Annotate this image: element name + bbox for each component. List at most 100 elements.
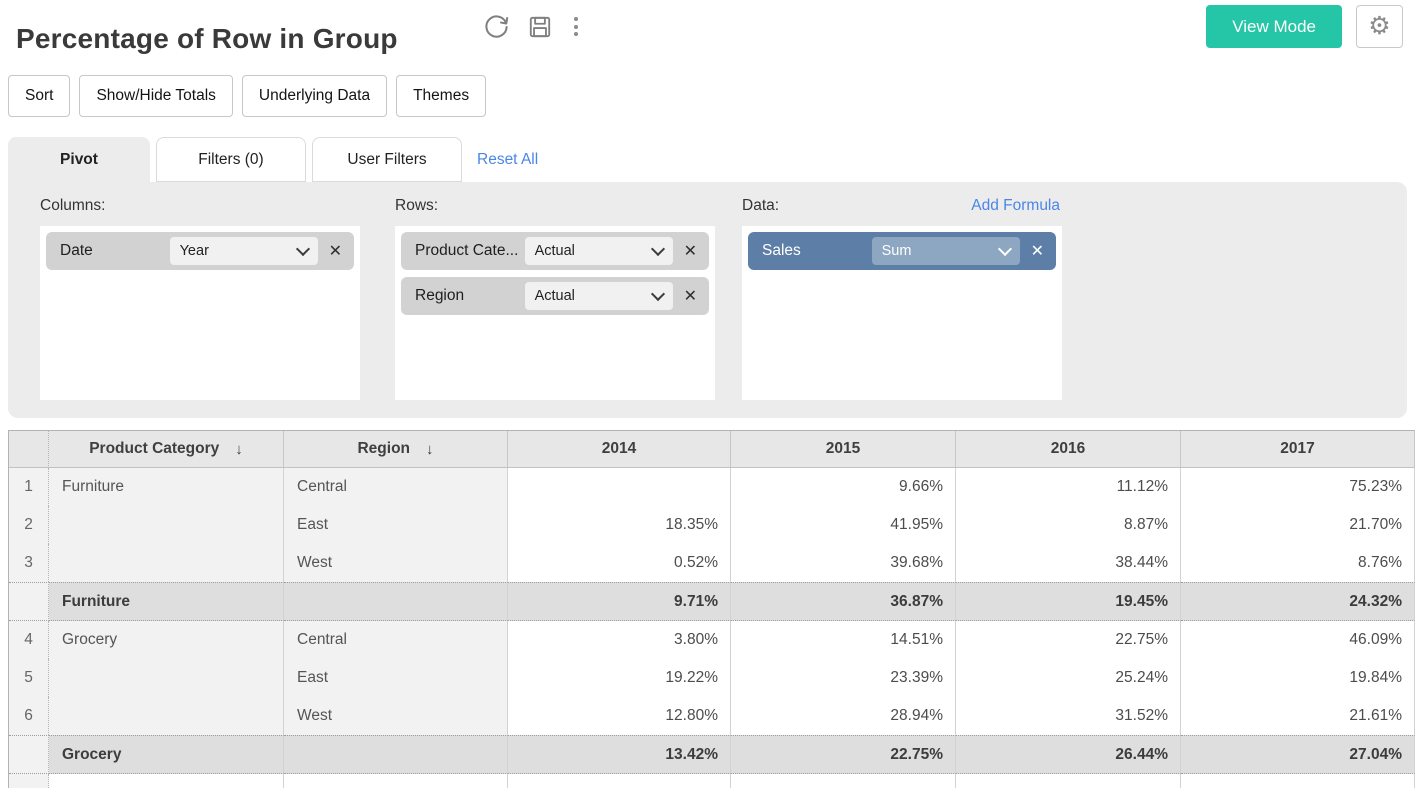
value-cell[interactable]: 46.09% — [1181, 621, 1415, 659]
value-cell[interactable]: 31.52% — [956, 697, 1181, 735]
aggregation-dropdown[interactable]: Actual — [524, 282, 673, 310]
value-cell[interactable]: 36.87% — [731, 582, 956, 621]
column-header-product-category[interactable]: Product Category ↓ — [49, 431, 284, 468]
columns-wellbox[interactable]: Date Year ✕ — [40, 226, 360, 400]
value-cell[interactable]: 21.61% — [1181, 697, 1415, 735]
toolbar-button-show-hide-totals[interactable]: Show/Hide Totals — [79, 75, 233, 117]
value-cell[interactable]: 27.04% — [1181, 735, 1415, 774]
value-cell[interactable]: 13.42% — [508, 735, 731, 774]
tab-filters-0-[interactable]: Filters (0) — [156, 137, 306, 182]
aggregation-value: Actual — [534, 288, 575, 304]
region-cell[interactable]: West — [284, 697, 508, 735]
field-pill-sales[interactable]: Sales Sum ✕ — [748, 232, 1056, 270]
add-formula-link[interactable]: Add Formula — [971, 197, 1060, 214]
pivot-table: Product Category ↓ Region ↓ 2014 2015 2016 2017… — [8, 430, 1415, 788]
sort-descending-icon[interactable]: ↓ — [426, 440, 434, 458]
value-cell[interactable]: 26.44% — [956, 735, 1181, 774]
value-cell[interactable]: 8.87% — [956, 506, 1181, 544]
field-pill-product-cate-[interactable]: Product Cate... Actual ✕ — [401, 232, 709, 270]
category-cell[interactable] — [49, 506, 284, 544]
reset-all-link[interactable]: Reset All — [477, 150, 539, 168]
column-header-2017[interactable]: 2017 — [1181, 431, 1415, 468]
aggregation-dropdown[interactable]: Actual — [524, 237, 673, 265]
value-cell[interactable]: 21.70% — [1181, 506, 1415, 544]
field-pill-date[interactable]: Date Year ✕ — [46, 232, 354, 270]
tab-user-filters[interactable]: User Filters — [312, 137, 462, 182]
chevron-down-icon — [650, 241, 665, 257]
column-header-2015[interactable]: 2015 — [731, 431, 956, 468]
region-cell[interactable]: Central — [284, 468, 508, 506]
field-name: Region — [415, 287, 465, 304]
field-pill-region[interactable]: Region Actual ✕ — [401, 277, 709, 315]
toolbar-button-underlying-data[interactable]: Underlying Data — [241, 75, 388, 117]
column-header-2016[interactable]: 2016 — [956, 431, 1181, 468]
sort-descending-icon[interactable]: ↓ — [235, 440, 243, 458]
column-header-label: Region — [357, 440, 411, 457]
category-cell[interactable] — [49, 659, 284, 697]
value-cell[interactable]: 14.51% — [731, 621, 956, 659]
value-cell[interactable]: 39.68% — [731, 544, 956, 582]
category-cell[interactable] — [49, 697, 284, 735]
close-icon[interactable]: ✕ — [1030, 243, 1044, 260]
column-header-label: Product Category — [89, 440, 220, 457]
value-cell[interactable]: 24.32% — [1181, 582, 1415, 621]
close-icon[interactable]: ✕ — [328, 243, 342, 260]
region-cell[interactable]: East — [284, 506, 508, 544]
value-cell[interactable]: 9.71% — [508, 582, 731, 621]
category-cell[interactable]: Furniture — [49, 468, 284, 506]
value-cell[interactable] — [508, 468, 731, 506]
value-cell[interactable]: 19.45% — [956, 582, 1181, 621]
category-cell[interactable]: Grocery — [49, 621, 284, 659]
value-cell[interactable]: 19.84% — [1181, 659, 1415, 697]
title-actions — [483, 13, 582, 40]
region-cell[interactable] — [284, 582, 508, 621]
rows-wellbox[interactable]: Product Cate... Actual ✕ Region Actual ✕ — [395, 226, 715, 400]
category-cell[interactable]: Furniture — [49, 582, 284, 621]
value-cell[interactable]: 12.80% — [508, 697, 731, 735]
close-icon[interactable]: ✕ — [683, 243, 697, 260]
chevron-down-icon — [997, 241, 1012, 257]
rows-label: Rows: — [395, 197, 439, 214]
value-cell[interactable]: 0.52% — [508, 544, 731, 582]
value-cell[interactable]: 11.12% — [956, 468, 1181, 506]
category-cell[interactable]: Grocery — [49, 735, 284, 774]
field-name: Sales — [762, 242, 801, 259]
value-cell[interactable]: 19.22% — [508, 659, 731, 697]
gear-icon[interactable]: ⚙ — [1356, 5, 1403, 48]
region-cell[interactable]: East — [284, 659, 508, 697]
toolbar-button-sort[interactable]: Sort — [8, 75, 71, 117]
more-options-icon[interactable] — [570, 15, 582, 38]
toolbar-button-themes[interactable]: Themes — [396, 75, 487, 117]
region-cell[interactable] — [284, 735, 508, 774]
chevron-down-icon — [295, 241, 310, 257]
row-number: 5 — [9, 659, 49, 697]
region-cell[interactable]: West — [284, 544, 508, 582]
value-cell[interactable]: 75.23% — [1181, 468, 1415, 506]
value-cell[interactable]: 3.80% — [508, 621, 731, 659]
value-cell[interactable]: 9.66% — [731, 468, 956, 506]
value-cell[interactable]: 28.94% — [731, 697, 956, 735]
value-cell[interactable]: 22.75% — [731, 735, 956, 774]
aggregation-dropdown[interactable]: Year — [169, 237, 318, 265]
value-cell[interactable]: 38.44% — [956, 544, 1181, 582]
region-cell[interactable]: Central — [284, 621, 508, 659]
close-icon[interactable]: ✕ — [683, 288, 697, 305]
column-header-region[interactable]: Region ↓ — [284, 431, 508, 468]
value-cell[interactable]: 22.75% — [956, 621, 1181, 659]
tab-pivot[interactable]: Pivot — [8, 137, 150, 182]
save-icon[interactable] — [527, 14, 553, 40]
category-cell[interactable] — [49, 544, 284, 582]
value-cell[interactable]: 18.35% — [508, 506, 731, 544]
column-header-2014[interactable]: 2014 — [508, 431, 731, 468]
view-mode-button[interactable]: View Mode — [1206, 5, 1342, 48]
data-wellbox[interactable]: Sales Sum ✕ — [742, 226, 1062, 400]
value-cell[interactable]: 25.24% — [956, 659, 1181, 697]
value-cell[interactable]: 23.39% — [731, 659, 956, 697]
value-cell[interactable]: 41.95% — [731, 506, 956, 544]
page-title: Percentage of Row in Group — [16, 22, 398, 54]
aggregation-dropdown[interactable]: Sum — [871, 237, 1020, 265]
value-cell[interactable]: 8.76% — [1181, 544, 1415, 582]
data-label: Data: — [742, 197, 780, 214]
refresh-icon[interactable] — [483, 13, 510, 40]
filler-cell — [284, 774, 508, 788]
